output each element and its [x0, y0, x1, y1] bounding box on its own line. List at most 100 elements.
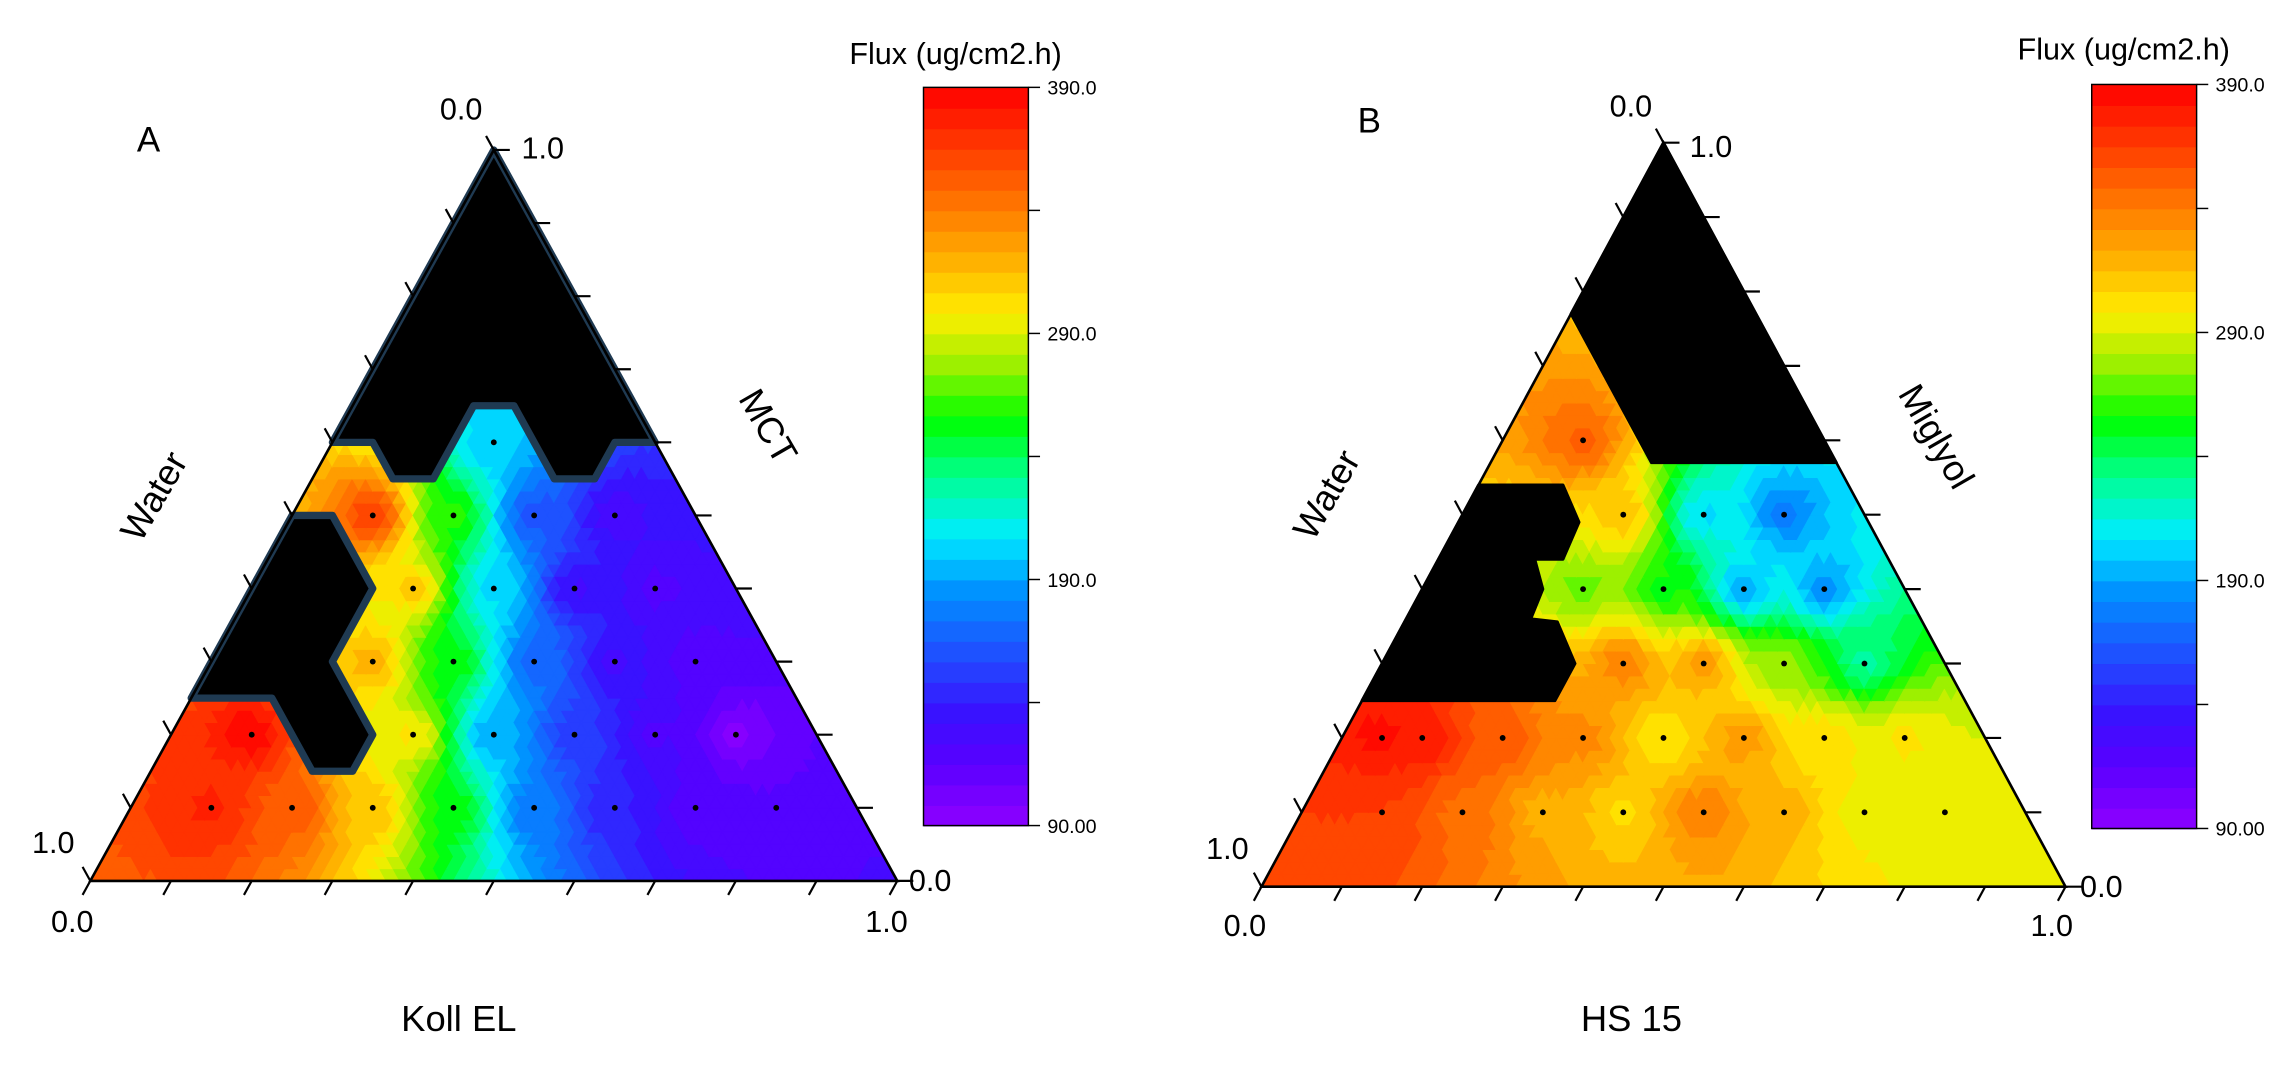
colorbar-band — [923, 723, 1029, 745]
left-axis-tick — [323, 427, 334, 443]
left-axis-tick — [162, 720, 172, 736]
data-point — [369, 804, 376, 811]
colorbar-band — [923, 805, 1029, 827]
left-axis-tick-start-a: 1.0 — [32, 826, 75, 860]
panel-b: B 0.0 1.0 1.0 0.0 1.0 0.0 Water Miglyol … — [1206, 33, 2265, 1039]
colorbar-band — [923, 374, 1029, 396]
data-point — [531, 658, 538, 665]
data-point — [208, 804, 215, 811]
data-point — [531, 804, 538, 811]
data-point — [450, 804, 457, 811]
colorbar-band — [923, 538, 1029, 560]
data-point — [410, 731, 417, 738]
colorbar-tick-label: 390.0 — [1047, 78, 1096, 100]
data-point — [531, 512, 538, 519]
data-point — [490, 585, 497, 592]
colorbar-band — [923, 558, 1029, 581]
left-axis-tick — [81, 866, 92, 882]
bottom-axis-tick-end-a: 1.0 — [865, 905, 908, 939]
colorbar-band — [923, 517, 1029, 540]
colorbar-band — [923, 353, 1029, 376]
bottom-axis-tick — [727, 880, 737, 896]
colorbar-band — [923, 661, 1029, 683]
left-axis-tick — [404, 281, 415, 297]
data-point — [611, 512, 618, 519]
data-point — [369, 658, 376, 665]
right-axis-tick-end-a: 1.0 — [521, 132, 564, 166]
colorbar-band — [923, 87, 1029, 109]
left-axis-tick — [202, 647, 213, 663]
bottom-axis-tick — [888, 880, 899, 896]
data-point — [490, 731, 497, 738]
bottom-axis-title-a: Koll EL — [401, 998, 516, 1039]
data-point — [571, 585, 578, 592]
colorbar-band — [923, 292, 1029, 314]
colorbar-tick-label: 190.0 — [1047, 570, 1096, 592]
bottom-axis-tick — [646, 880, 657, 896]
data-point — [490, 439, 497, 446]
colorbar-band — [923, 312, 1029, 335]
bottom-axis-tick — [485, 880, 495, 896]
colorbar-band — [923, 476, 1029, 499]
data-point — [773, 804, 780, 811]
colorbar-band — [923, 456, 1029, 478]
colorbar-band — [923, 271, 1029, 294]
colorbar-band — [923, 333, 1029, 355]
data-point — [450, 658, 457, 665]
right-axis-title-a: MCT — [731, 382, 806, 471]
colorbar-band — [923, 600, 1029, 622]
data-point — [410, 585, 417, 592]
colorbar-band — [923, 148, 1029, 171]
colorbar-band — [923, 579, 1029, 601]
bottom-axis-tick — [404, 880, 415, 896]
data-point — [450, 512, 457, 519]
colorbar-band — [923, 107, 1029, 130]
data-point — [369, 512, 376, 519]
data-point — [692, 804, 699, 811]
colorbar-band — [923, 743, 1029, 765]
left-axis-title-a: Water — [112, 444, 195, 547]
right-axis-tick-start-a: 0.0 — [909, 864, 952, 898]
bottom-axis-tick — [81, 880, 92, 896]
colorbar-band — [923, 189, 1029, 212]
colorbar-band — [923, 784, 1029, 806]
left-axis-tick — [283, 500, 294, 516]
colorbar-tick-label: 290.0 — [1047, 324, 1096, 346]
data-point — [652, 731, 659, 738]
colorbar-title-a: Flux (ug/cm2.h) — [849, 37, 1061, 71]
left-axis-tick — [243, 573, 253, 590]
colorbar-band — [923, 210, 1029, 232]
colorbar-band — [923, 641, 1029, 663]
bottom-axis-tick — [565, 880, 576, 896]
bottom-axis-tick — [162, 880, 172, 896]
colorbar-band — [923, 394, 1029, 417]
colorbar-band — [923, 682, 1029, 704]
bottom-axis-tick — [807, 880, 818, 896]
data-point — [611, 804, 618, 811]
colorbar-band — [923, 702, 1029, 724]
data-point — [652, 585, 659, 592]
panel-a: A 0.0 1.0 1.0 0.0 1.0 0.0 Water MCT Koll… — [32, 37, 1097, 1039]
colorbar-band — [923, 128, 1029, 150]
panel-label-a: A — [137, 120, 161, 159]
data-point — [692, 658, 699, 665]
colorbar-band — [923, 620, 1029, 642]
bottom-axis-tick — [323, 880, 334, 896]
colorbar-band — [923, 169, 1029, 191]
left-axis-tick — [485, 135, 495, 151]
data-point — [732, 731, 739, 738]
colorbar-band — [923, 251, 1029, 273]
left-axis-tick — [364, 354, 374, 370]
left-axis-tick — [444, 208, 455, 224]
bottom-axis-tick — [243, 880, 253, 896]
colorbar-band — [923, 230, 1029, 253]
right-axis-tick-end-top-a: 0.0 — [440, 92, 483, 126]
data-point — [248, 731, 255, 738]
colorbar-band — [923, 435, 1029, 458]
colorbar-band — [923, 415, 1029, 437]
colorbar-band — [923, 764, 1029, 786]
bottom-axis-tick-start-a: 0.0 — [51, 905, 94, 939]
data-point — [611, 658, 618, 665]
